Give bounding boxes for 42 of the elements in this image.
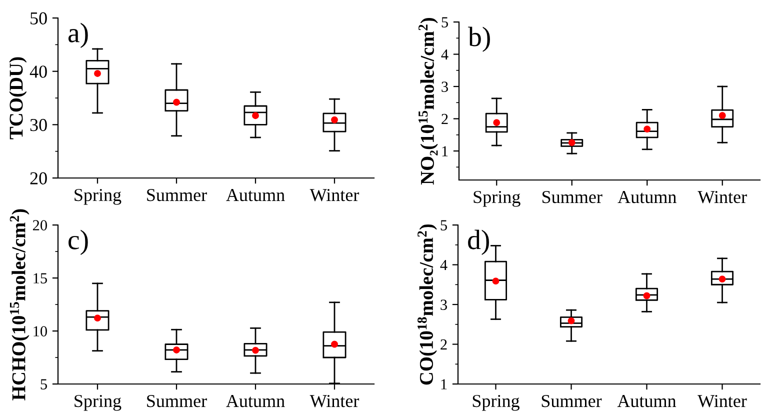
x-tick-label: Autumn — [226, 189, 285, 202]
y-tick-label: 1 — [442, 146, 448, 156]
x-tick-label: Winter — [698, 394, 747, 408]
y-axis-title: CO(10$^{18}$molec/cm$^{2}$) — [418, 224, 437, 385]
x-tick-label: Spring — [472, 394, 520, 411]
y-tick-label: 2 — [442, 114, 448, 124]
annotation: b) — [468, 26, 490, 52]
y-tick-label: 50 — [30, 12, 47, 24]
x-tick-label: Summer — [542, 394, 602, 408]
x-tick-label: Autumn — [618, 191, 676, 204]
x-tick-label: Winter — [310, 188, 360, 202]
x-tick-label: Autumn — [226, 395, 285, 408]
y-tick-label: 4 — [441, 49, 448, 60]
y-tick-label: 10 — [34, 326, 47, 336]
x-tick-label: Summer — [147, 188, 207, 202]
y-tick-label: 3 — [440, 300, 447, 310]
annotation: a) — [68, 22, 88, 48]
y-axis-title: HCHO(10$^{15}$molec/cm$^{2}$) — [10, 209, 30, 400]
y-tick-label: 3 — [442, 82, 448, 92]
y-tick-label: 2 — [440, 339, 447, 350]
y-tick-label: 5 — [442, 17, 448, 28]
x-tick-label: Spring — [74, 188, 122, 205]
y-axis-title: NO₂(10$^{15}$molec/cm$^{2}$) — [418, 18, 438, 185]
x-tick-label: Winter — [698, 190, 747, 204]
x-tick-label: Summer — [147, 394, 207, 408]
x-tick-label: Autumn — [617, 395, 676, 408]
annotation: d) — [468, 230, 489, 255]
y-tick-label: 20 — [32, 220, 47, 230]
x-tick-label: Winter — [310, 394, 360, 408]
annotation: c) — [68, 230, 88, 255]
x-tick-label: Spring — [474, 190, 520, 207]
y-tick-label: 1 — [441, 379, 447, 390]
y-axis-title: TCO(DU) — [9, 57, 27, 140]
y-tick-label: 40 — [30, 66, 47, 78]
y-tick-label: 20 — [30, 172, 47, 184]
y-tick-label: 15 — [34, 273, 47, 284]
y-tick-label: 30 — [30, 118, 47, 132]
y-tick-label: 5 — [440, 220, 447, 230]
x-tick-label: Summer — [542, 190, 602, 204]
x-tick-label: Spring — [74, 394, 122, 411]
y-tick-label: 4 — [440, 260, 448, 270]
y-tick-label: 5 — [40, 379, 47, 390]
